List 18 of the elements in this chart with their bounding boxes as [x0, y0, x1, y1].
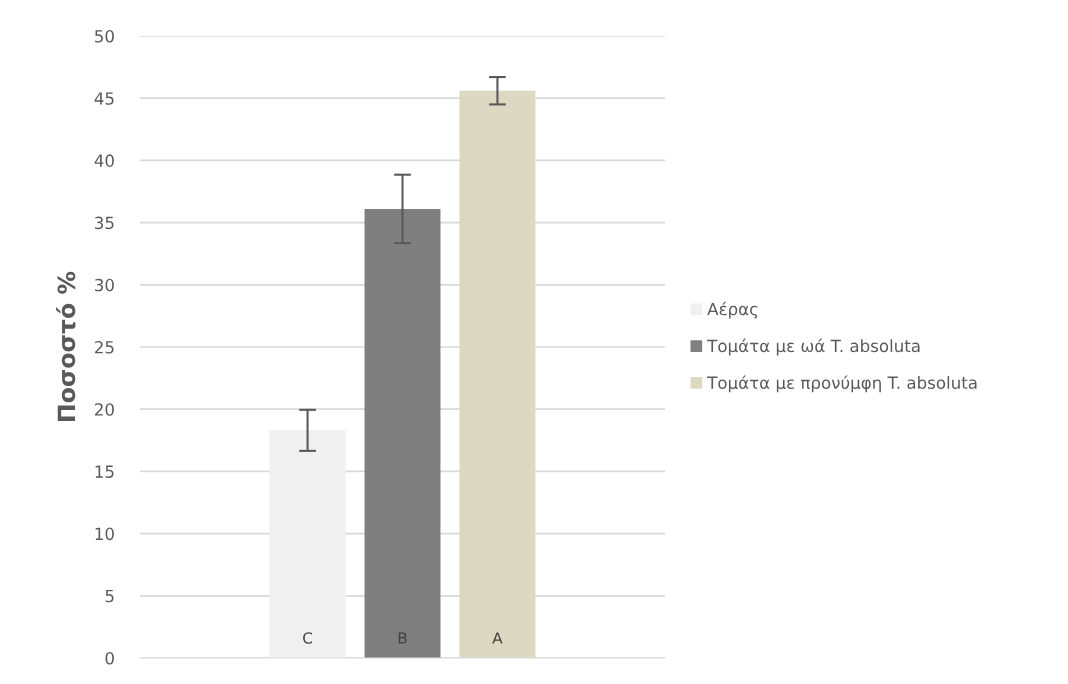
y-tick-label: 15	[95, 465, 114, 478]
y-tick-label: 10	[95, 527, 114, 541]
annotation: A	[492, 632, 503, 644]
y-tick-label: 45	[94, 92, 114, 105]
y-tick-label: 30	[95, 278, 114, 292]
y-tick-label: 25	[95, 340, 114, 354]
y-tick-label: 0	[105, 651, 114, 665]
legend-label: Τομάτα με προνύμφη T. absoluta	[707, 375, 977, 393]
legend-label: Αέρας	[707, 301, 758, 319]
y-tick-label: 50	[95, 29, 114, 43]
y-axis-title: Ποσοστό %	[56, 271, 76, 421]
annotation: C	[303, 632, 313, 644]
y-tick-label: 40	[94, 154, 114, 167]
y-tick-label: 5	[105, 589, 114, 603]
y-tick-label: 20	[95, 403, 114, 416]
y-tick-label: 35	[95, 216, 114, 230]
legend-label: Τομάτα με ωά T. absoluta	[707, 338, 920, 356]
annotation: B	[398, 632, 407, 644]
